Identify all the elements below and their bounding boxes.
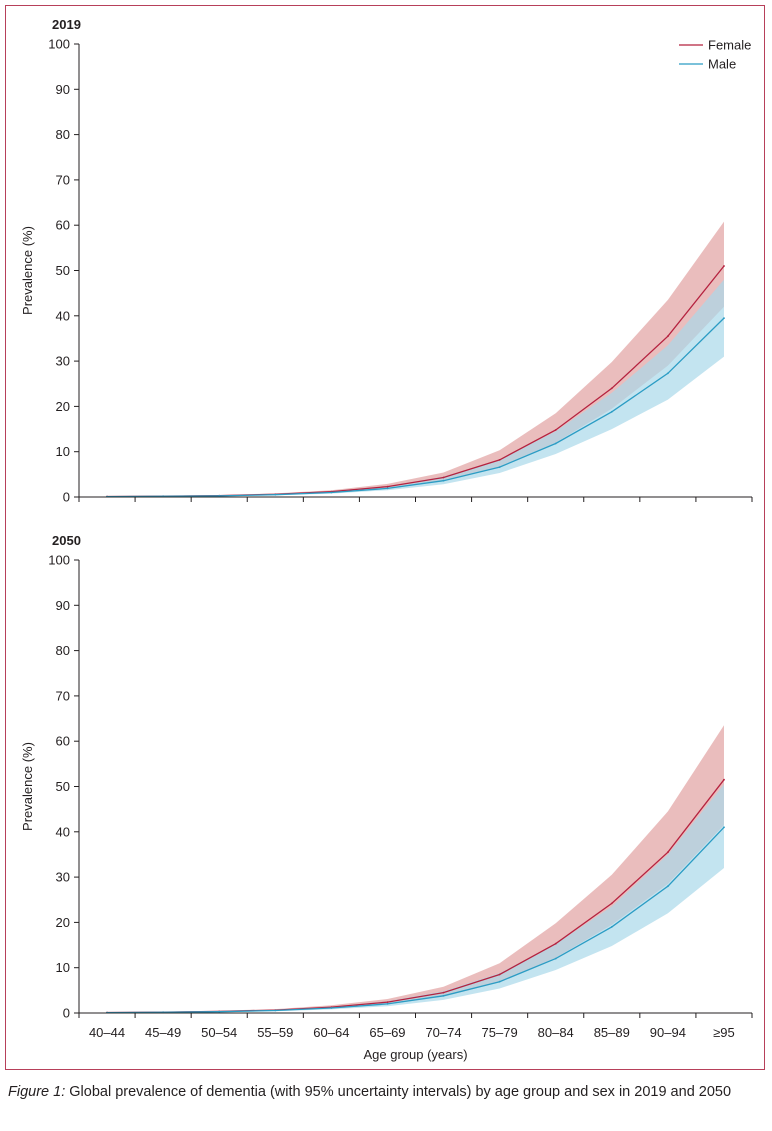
y-tick-label: 10	[56, 960, 70, 975]
data-point-female	[498, 459, 501, 461]
y-tick-label: 100	[48, 553, 70, 568]
data-point-male	[610, 926, 613, 928]
panel-title: 2019	[52, 17, 81, 32]
y-tick-label: 10	[56, 444, 70, 459]
legend-label-female: Female	[708, 38, 751, 53]
y-tick-label: 50	[56, 779, 70, 794]
data-point-male	[274, 1009, 277, 1012]
caption-label: Figure 1:	[8, 1084, 66, 1100]
panel-title: 2050	[52, 533, 81, 548]
y-tick-label: 0	[63, 490, 70, 505]
data-point-male	[218, 1010, 221, 1013]
x-tick-label: 40–44	[89, 1025, 125, 1040]
data-point-male	[554, 957, 557, 960]
x-tick-label: 90–94	[650, 1025, 686, 1040]
data-point-male	[723, 317, 725, 319]
data-point-male	[386, 487, 389, 490]
series-line-male	[106, 826, 725, 1014]
data-point-male	[554, 442, 557, 445]
data-point-female	[386, 1001, 389, 1003]
panel-2019: 2019 Prevalence (%) 0 10 20 30 40 50 60 70 80 90 100…	[20, 17, 753, 505]
x-tick-label: 75–79	[482, 1025, 518, 1040]
x-tick-label: 65–69	[369, 1025, 405, 1040]
y-tick-label: 20	[56, 399, 70, 414]
data-point-male	[218, 495, 221, 497]
y-tick-label: 90	[56, 598, 70, 613]
data-point-female	[723, 265, 725, 267]
data-point-male	[667, 372, 669, 375]
data-point-female	[667, 335, 669, 338]
y-tick-label: 30	[56, 354, 70, 369]
data-point-female	[610, 902, 613, 905]
x-tick-label: 70–74	[425, 1025, 461, 1040]
y-tick-label: 90	[56, 82, 70, 97]
x-tick-label: 85–89	[594, 1025, 630, 1040]
y-tick-label: 60	[56, 734, 70, 749]
data-point-female	[554, 429, 557, 431]
y-tick-label: 50	[56, 263, 70, 278]
y-tick-label: 20	[56, 915, 70, 930]
figure-frame	[5, 5, 765, 1070]
data-point-male	[442, 479, 445, 482]
x-tick-label: ≥95	[713, 1025, 735, 1040]
data-point-female	[386, 485, 389, 488]
y-tick-label: 40	[56, 308, 70, 323]
data-point-male	[386, 1003, 389, 1005]
y-tick-label: 30	[56, 870, 70, 885]
y-tick-label: 70	[56, 688, 70, 703]
series-line-male	[106, 317, 725, 498]
data-point-male	[330, 491, 333, 494]
panel-2050: 2050 Prevalence (%) 0 10 20 30 40 50 60 70 80 90 100…	[20, 533, 753, 1062]
data-point-female	[498, 973, 501, 976]
x-tick-label: 55–59	[257, 1025, 293, 1040]
band-female	[107, 725, 724, 1013]
band-female	[107, 221, 724, 497]
data-point-male	[610, 410, 613, 413]
data-point-male	[667, 885, 669, 888]
band-male	[107, 279, 724, 497]
data-point-male	[723, 826, 725, 829]
y-tick-label: 0	[63, 1006, 70, 1021]
data-point-female	[610, 387, 613, 390]
data-point-male	[274, 493, 277, 496]
data-point-female	[554, 942, 557, 945]
data-point-female	[442, 476, 445, 479]
x-tick-label: 45–49	[145, 1025, 181, 1040]
figure-caption: Figure 1: Global prevalence of dementia …	[8, 1082, 764, 1103]
x-tick-label: 80–84	[538, 1025, 574, 1040]
y-tick-label: 80	[56, 127, 70, 142]
data-point-male	[442, 994, 445, 997]
data-point-male	[330, 1007, 333, 1009]
y-axis-label: Prevalence (%)	[20, 742, 35, 831]
y-tick-label: 40	[56, 824, 70, 839]
data-point-male	[498, 980, 501, 983]
y-tick-label: 80	[56, 643, 70, 658]
data-point-male	[498, 466, 501, 468]
y-axis-label: Prevalence (%)	[20, 226, 35, 315]
x-tick-label: 60–64	[313, 1025, 349, 1040]
legend-label-male: Male	[708, 57, 736, 72]
data-point-female	[667, 851, 669, 854]
y-tick-label: 70	[56, 172, 70, 187]
data-point-female	[723, 778, 725, 781]
x-tick-label: 50–54	[201, 1025, 237, 1040]
band-male	[107, 784, 724, 1013]
x-axis-label: Age group (years)	[363, 1047, 467, 1062]
caption-text: Global prevalence of dementia (with 95% …	[65, 1084, 732, 1100]
y-tick-label: 60	[56, 218, 70, 233]
legend: Female Male	[679, 38, 751, 72]
y-tick-label: 100	[48, 37, 70, 52]
data-point-female	[442, 991, 445, 994]
